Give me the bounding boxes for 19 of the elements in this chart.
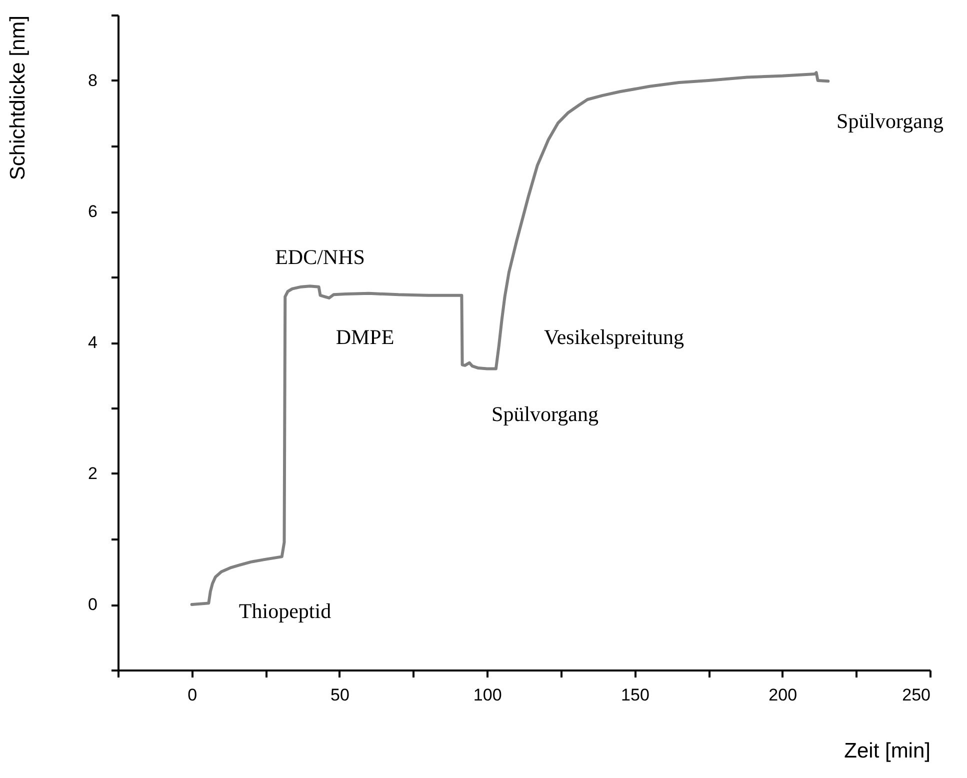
annotation: EDC/NHS (275, 245, 365, 269)
y-axis-title: Schichtdicke [nm] (6, 16, 30, 180)
x-tick-label: 50 (330, 686, 350, 704)
y-tick-label: 4 (88, 333, 98, 352)
x-tick-label: 100 (473, 686, 502, 704)
annotation: Vesikelspreitung (544, 325, 684, 349)
x-tick-label: 0 (188, 686, 198, 704)
annotation: DMPE (336, 325, 394, 349)
y-tick-label: 0 (88, 595, 98, 614)
annotation: Spülvorgang (836, 109, 944, 133)
y-tick-label: 8 (88, 71, 98, 90)
annotation: Spülvorgang (492, 402, 599, 426)
annotation: Thiopeptid (238, 599, 332, 623)
x-axis-title: Zeit [min] (844, 740, 930, 762)
y-tick-label: 2 (88, 464, 98, 483)
y-tick-label: 6 (88, 202, 98, 221)
x-tick-label: 250 (902, 686, 930, 704)
x-tick-label: 150 (621, 686, 650, 704)
x-tick-label: 200 (768, 686, 798, 704)
